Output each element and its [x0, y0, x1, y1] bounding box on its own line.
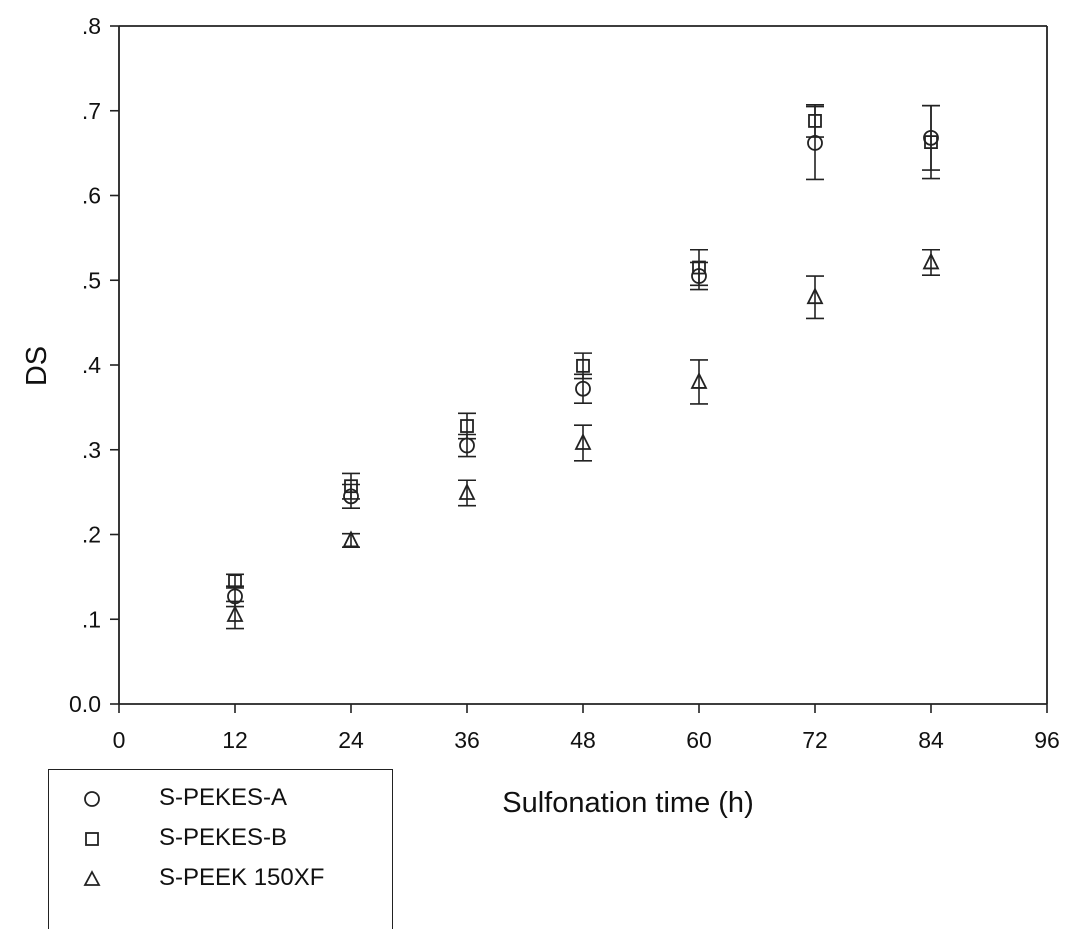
x-axis-title: Sulfonation time (h) — [502, 787, 753, 819]
legend-item-s-peek-150xf: S-PEEK 150XF — [49, 860, 392, 900]
x-tick-label: 12 — [222, 727, 248, 753]
y-axis-title: DS — [21, 346, 53, 386]
y-tick-label: 0.0 — [69, 691, 101, 717]
y-tick-label: .6 — [82, 183, 101, 209]
y-tick-label: .3 — [82, 437, 101, 463]
series-square — [226, 104, 940, 589]
square-marker-icon — [85, 832, 99, 846]
x-tick-label: 0 — [113, 727, 126, 753]
square-point — [924, 135, 938, 150]
legend-label: S-PEKES-B — [159, 824, 288, 851]
y-tick-label: .1 — [82, 606, 101, 632]
triangle-point — [922, 252, 940, 270]
data-marks — [226, 104, 940, 630]
legend: S-PEKES-A S-PEKES-B S-PEEK 150XF — [48, 769, 393, 929]
square-point — [460, 419, 474, 433]
triangle-point — [342, 530, 360, 548]
circle-point — [575, 380, 591, 397]
x-tick-label: 72 — [802, 727, 828, 753]
x-tick-label: 24 — [338, 727, 364, 753]
square-point — [344, 479, 358, 494]
triangle-point — [690, 371, 708, 389]
legend-item-s-pekes-a: S-PEKES-A — [49, 780, 392, 820]
triangle-point — [806, 287, 824, 305]
square-point — [228, 574, 242, 589]
square-point — [576, 358, 590, 373]
triangle-point — [458, 482, 476, 500]
series-triangle — [226, 248, 940, 630]
legend-item-s-pekes-b: S-PEKES-B — [49, 820, 392, 860]
axes: 0 12 24 36 48 60 72 84 96 0.0 .1 .2 .3 .4 .5 .6 .7 .8 — [69, 13, 1060, 753]
triangle-point — [226, 605, 244, 622]
y-tick-label: .4 — [82, 352, 101, 378]
x-tick-label: 96 — [1034, 727, 1060, 753]
triangle-marker-icon — [83, 870, 101, 886]
square-point — [692, 260, 706, 275]
x-tick-label: 60 — [686, 727, 712, 753]
square-point — [808, 114, 822, 128]
x-tick-label: 84 — [918, 727, 944, 753]
y-tick-label: .7 — [82, 98, 101, 124]
x-tick-label: 36 — [454, 727, 480, 753]
circle-marker-icon — [84, 791, 100, 807]
y-tick-label: .2 — [82, 522, 101, 548]
legend-label: S-PEKES-A — [159, 784, 288, 811]
x-tick-label: 48 — [570, 727, 596, 753]
legend-label: S-PEEK 150XF — [159, 864, 325, 891]
y-tick-label: .8 — [82, 13, 101, 39]
triangle-point — [574, 432, 592, 450]
y-tick-label: .5 — [82, 267, 101, 293]
